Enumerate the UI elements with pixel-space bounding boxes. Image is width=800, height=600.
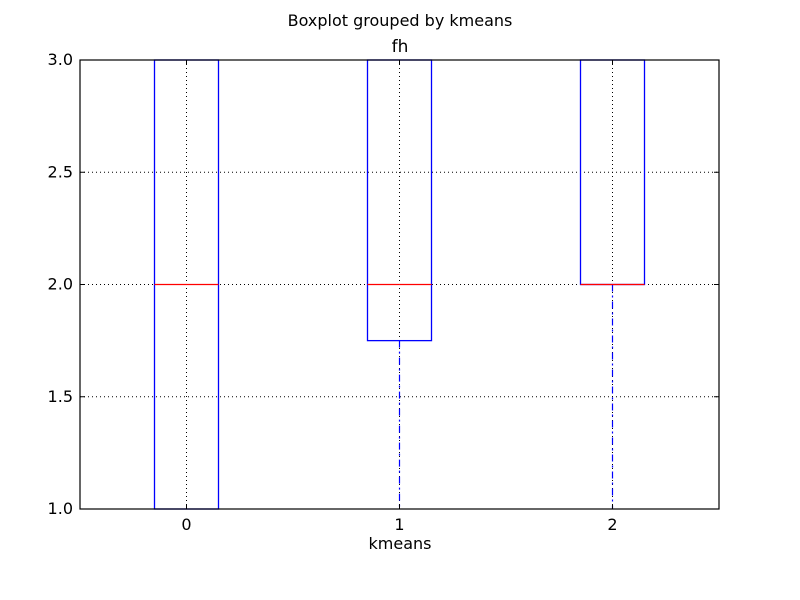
y-tick-label: 2.5 — [48, 162, 73, 181]
y-tick-label: 1.0 — [48, 499, 73, 518]
y-tick-label: 3.0 — [48, 50, 73, 69]
x-axis-label: kmeans — [369, 534, 432, 553]
y-tick-label: 1.5 — [48, 387, 73, 406]
y-tick-label: 2.0 — [48, 275, 73, 294]
x-tick-label: 2 — [607, 515, 617, 534]
x-tick-label: 0 — [181, 515, 191, 534]
x-tick-label: 1 — [394, 515, 404, 534]
axes-title: fh — [392, 37, 409, 57]
plot-area: 1.0 1.5 2.0 2.5 3.0 0 1 2 — [48, 50, 720, 534]
chart-suptitle: Boxplot grouped by kmeans — [288, 11, 513, 30]
